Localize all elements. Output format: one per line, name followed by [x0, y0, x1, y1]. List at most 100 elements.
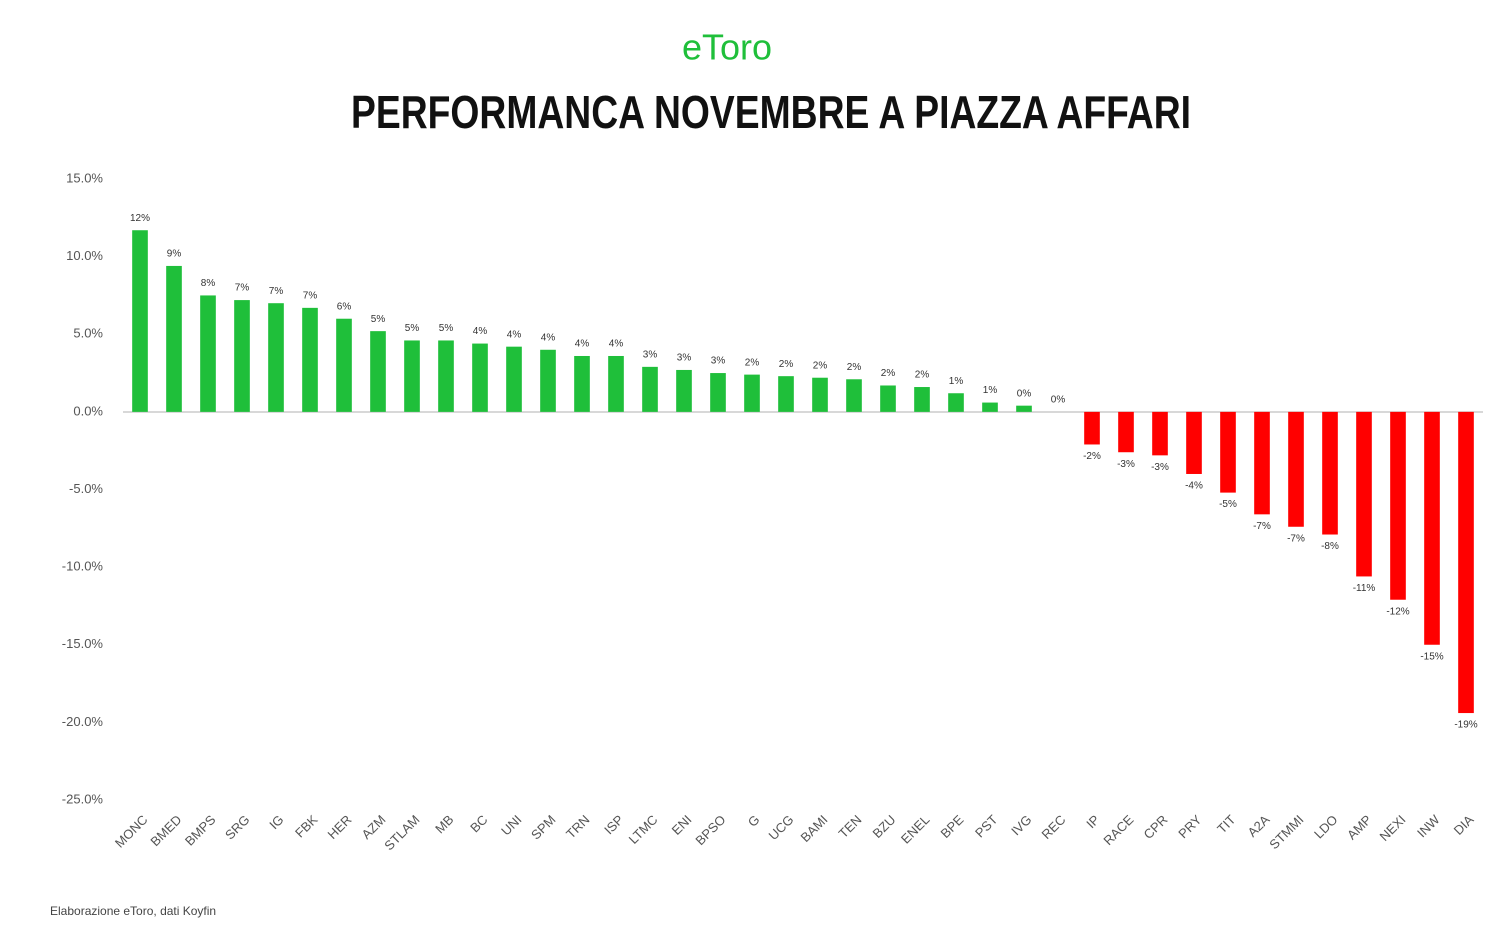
- bar: [846, 379, 862, 412]
- bar: [914, 387, 930, 412]
- y-tick-label: -5.0%: [69, 481, 103, 496]
- value-label: 4%: [575, 339, 590, 350]
- bar: [302, 307, 318, 412]
- bar: [642, 366, 658, 412]
- y-tick-label: -15.0%: [62, 636, 104, 651]
- bar: [1084, 411, 1100, 445]
- value-label: -2%: [1083, 451, 1101, 462]
- value-label: 7%: [235, 283, 250, 294]
- y-tick-label: -20.0%: [62, 714, 104, 729]
- value-label: 4%: [507, 329, 522, 340]
- value-label: 4%: [473, 326, 488, 337]
- value-label: 2%: [813, 360, 828, 371]
- value-label: 8%: [201, 278, 216, 289]
- value-label: -3%: [1117, 459, 1135, 470]
- bar: [1322, 411, 1338, 535]
- x-tick-label: AMP: [1344, 812, 1375, 843]
- y-tick-label: 5.0%: [73, 326, 103, 341]
- x-tick-label: LDO: [1311, 812, 1341, 842]
- x-tick-label: BZU: [870, 812, 899, 841]
- bar: [1288, 411, 1304, 527]
- value-label: -19%: [1454, 720, 1477, 731]
- y-tick-label: 15.0%: [66, 170, 103, 185]
- bar: [472, 343, 488, 412]
- bar: [1016, 405, 1032, 412]
- value-label: 0%: [1017, 388, 1032, 399]
- logo: eToro: [682, 27, 772, 68]
- value-label: 7%: [269, 286, 284, 297]
- bar: [1356, 411, 1372, 577]
- value-label: -15%: [1420, 651, 1443, 662]
- bar: [1118, 411, 1134, 453]
- bar: [268, 303, 284, 412]
- value-label: 2%: [779, 359, 794, 370]
- x-tick-label: IG: [266, 812, 286, 832]
- x-tick-label: INW: [1414, 811, 1443, 840]
- bar: [438, 340, 454, 412]
- bar: [1186, 411, 1202, 474]
- value-label: -5%: [1219, 499, 1237, 510]
- y-tick-label: -25.0%: [62, 791, 104, 806]
- x-tick-label: ENI: [669, 812, 695, 838]
- x-tick-label: DIA: [1451, 812, 1477, 838]
- x-tick-label: SRG: [222, 812, 253, 843]
- bar: [234, 300, 250, 412]
- x-tick-label: LTMC: [626, 812, 661, 847]
- x-tick-label: TRN: [563, 812, 592, 841]
- x-tick-label: TEN: [836, 812, 865, 841]
- value-label: -7%: [1287, 533, 1305, 544]
- x-tick-label: BPE: [938, 812, 967, 841]
- x-tick-label: CPR: [1141, 812, 1171, 842]
- y-tick-label: 10.0%: [66, 248, 103, 263]
- value-label: 3%: [711, 356, 726, 367]
- value-label: 4%: [609, 339, 624, 350]
- value-label: 7%: [303, 290, 318, 301]
- bar: [778, 376, 794, 412]
- bar: [1220, 411, 1236, 493]
- bar: [540, 349, 556, 412]
- x-tick-label: UCG: [766, 812, 797, 843]
- value-label: 3%: [643, 349, 658, 360]
- bar: [132, 230, 148, 412]
- value-label: 5%: [371, 314, 386, 325]
- x-tick-label: PRY: [1175, 812, 1205, 842]
- value-label: -12%: [1386, 606, 1409, 617]
- value-label: -7%: [1253, 521, 1271, 532]
- x-tick-label: ISP: [601, 812, 626, 837]
- bar: [880, 385, 896, 412]
- bar: [812, 377, 828, 412]
- bar: [370, 331, 386, 412]
- value-label: 5%: [405, 323, 420, 334]
- bar: [710, 373, 726, 412]
- value-label: -4%: [1185, 481, 1203, 492]
- y-tick-label: 0.0%: [73, 403, 103, 418]
- x-tick-label: ENEL: [898, 812, 933, 847]
- x-tick-label: RACE: [1100, 812, 1136, 848]
- x-tick-label: A2A: [1245, 812, 1273, 840]
- x-tick-label: IVG: [1008, 812, 1034, 838]
- x-tick-label: UNI: [498, 812, 524, 838]
- x-tick-label: BMED: [147, 812, 184, 849]
- value-label: 0%: [1051, 395, 1066, 406]
- x-tick-label: MONC: [112, 812, 151, 851]
- bar: [1390, 411, 1406, 600]
- value-label: 12%: [130, 213, 150, 224]
- x-tick-label: MB: [432, 812, 456, 836]
- bar: [608, 355, 624, 412]
- bar: [1424, 411, 1440, 645]
- y-tick-label: -10.0%: [62, 559, 104, 574]
- value-label: 2%: [847, 362, 862, 373]
- bar: [1254, 411, 1270, 515]
- x-tick-label: TIT: [1214, 812, 1238, 836]
- value-label: 4%: [541, 332, 556, 343]
- value-label: 1%: [983, 385, 998, 396]
- value-label: 9%: [167, 249, 182, 260]
- bar: [948, 393, 964, 412]
- footnote: Elaborazione eToro, dati Koyfin: [50, 904, 216, 918]
- value-label: 2%: [915, 370, 930, 381]
- x-tick-label: G: [745, 812, 763, 830]
- x-tick-label: NEXI: [1376, 812, 1408, 844]
- bar: [574, 355, 590, 412]
